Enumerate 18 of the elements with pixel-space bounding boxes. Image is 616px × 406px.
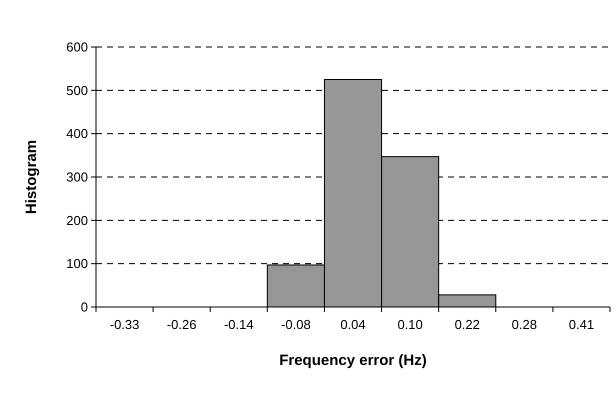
x-axis-title: Frequency error (Hz) bbox=[279, 352, 427, 369]
x-tick-label: 0.10 bbox=[397, 317, 423, 332]
y-axis-title: Histogram bbox=[23, 140, 40, 214]
x-tick-label: -0.26 bbox=[166, 317, 196, 332]
x-tick-label: -0.08 bbox=[281, 317, 311, 332]
x-tick-label: 0.04 bbox=[340, 317, 366, 332]
x-tick-label: -0.14 bbox=[224, 317, 254, 332]
y-tick-label: 400 bbox=[66, 126, 88, 142]
y-tick-label: 100 bbox=[66, 256, 88, 272]
x-tick-label: 0.22 bbox=[454, 317, 480, 332]
x-tick-label: 0.28 bbox=[512, 317, 537, 332]
x-tick-label: -0.33 bbox=[110, 317, 140, 332]
y-tick-label: 300 bbox=[66, 170, 88, 185]
y-tick-label: 0 bbox=[80, 300, 88, 315]
y-tick-label: 500 bbox=[66, 82, 88, 98]
y-tick-label: 600 bbox=[66, 40, 88, 55]
y-tick-label: 200 bbox=[66, 212, 88, 228]
x-tick-label: 0.41 bbox=[568, 317, 594, 332]
